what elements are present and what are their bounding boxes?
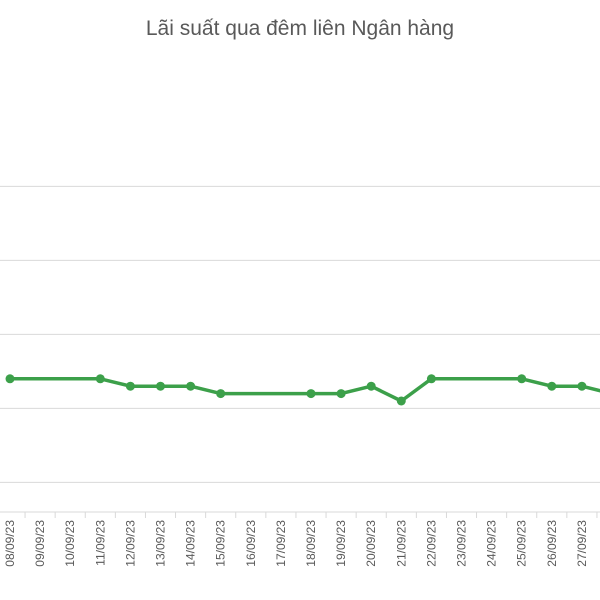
data-point: [547, 381, 557, 391]
data-point: [517, 374, 527, 384]
x-axis: [0, 511, 600, 518]
x-tick-label: 21/09/23: [394, 520, 408, 567]
x-tick-label: 14/09/23: [184, 520, 198, 567]
x-tick-label: 17/09/23: [274, 520, 288, 567]
data-point: [125, 381, 135, 391]
x-tick-label: 15/09/23: [214, 520, 228, 567]
data-point: [95, 374, 105, 384]
chart-title: Lãi suất qua đêm liên Ngân hàng: [145, 17, 455, 40]
x-tick-label: 27/09/23: [575, 520, 589, 567]
x-tick-label: 24/09/23: [485, 520, 499, 567]
x-tick-label: 20/09/23: [364, 520, 378, 567]
x-tick-label: 08/09/23: [3, 520, 17, 567]
data-point: [336, 389, 346, 399]
x-tick-label: 11/09/23: [93, 520, 107, 566]
data-point: [366, 381, 376, 391]
data-point: [306, 389, 316, 399]
data-point: [5, 374, 15, 384]
series-points: [5, 374, 587, 406]
x-tick-label: 18/09/23: [304, 520, 318, 567]
x-tick-label: 22/09/23: [424, 520, 438, 567]
x-tick-label: 13/09/23: [154, 520, 168, 567]
x-tick-label: 09/09/23: [33, 520, 47, 567]
x-tick-labels: 08/09/23 09/09/23 10/09/23 11/09/23 12/09/23…: [3, 520, 589, 567]
x-tick-label: 19/09/23: [334, 520, 348, 567]
data-point: [577, 381, 587, 391]
x-tick-label: 23/09/23: [455, 520, 469, 567]
x-tick-label: 10/09/23: [63, 520, 77, 567]
data-point: [216, 389, 226, 399]
x-tick-label: 25/09/23: [515, 520, 529, 567]
x-tick-label: 16/09/23: [244, 520, 258, 567]
data-point: [396, 396, 406, 406]
x-tick-label: 26/09/23: [545, 520, 559, 567]
x-tick-label: 12/09/23: [123, 520, 137, 567]
data-point: [426, 374, 436, 384]
data-point: [186, 381, 196, 391]
data-point: [156, 381, 165, 391]
gridlines: [0, 185, 600, 483]
